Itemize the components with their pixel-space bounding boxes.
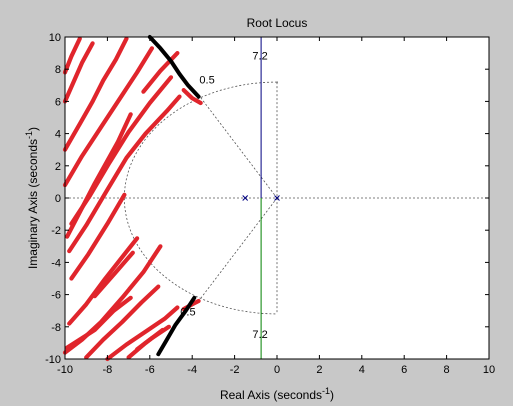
- y-axis-label-close: ): [26, 127, 40, 131]
- pole-stroke-b-0: [242, 195, 249, 201]
- y-tick-label-1: -8: [51, 322, 61, 334]
- x-axis-label: Real Axis (seconds-1): [220, 386, 334, 402]
- y-tick-label-2: -6: [51, 290, 61, 302]
- x-tick-label-10: 10: [483, 364, 495, 376]
- x-tick-label-3: -4: [187, 364, 197, 376]
- grid-annotation-1: 7.2: [252, 51, 267, 63]
- red-stroke-4: [62, 41, 95, 104]
- red-stroke-18: [64, 295, 133, 350]
- y-tick-label-0: -10: [45, 354, 61, 366]
- y-tick-label-7: 4: [55, 129, 61, 141]
- grid-annotation-2: 0.5: [180, 307, 195, 319]
- damping-line-upper: [200, 97, 278, 199]
- y-tick-label-10: 10: [49, 32, 61, 44]
- red-stroke-13: [105, 305, 180, 362]
- red-stroke-6: [69, 192, 127, 281]
- red-stroke-0: [62, 36, 129, 152]
- red-stroke-1: [62, 46, 154, 188]
- axis-ticks: -10 -8 -6 -4 -2 0 2 4 6 8 10 -10 -8 -6 -4 -2 0 2 4 6 8 10: [45, 32, 495, 376]
- pole-markers: [242, 195, 280, 201]
- x-tick-label-6: 2: [316, 364, 322, 376]
- x-tick-label-8: 6: [401, 364, 407, 376]
- black-stroke-1: [156, 295, 197, 357]
- red-stroke-11: [67, 236, 140, 326]
- y-tick-label-8: 6: [55, 96, 61, 108]
- y-tick-label-6: 2: [55, 161, 61, 173]
- y-tick-label-5: 0: [55, 193, 61, 205]
- pole-marker-1: [274, 195, 280, 201]
- x-axis-label-exponent: -1: [322, 386, 330, 396]
- red-stroke-5: [62, 36, 82, 75]
- y-tick-label-9: 8: [55, 64, 61, 76]
- x-tick-label-0: -10: [57, 364, 73, 376]
- red-stroke-15: [135, 324, 171, 352]
- red-stroke-8: [181, 87, 203, 106]
- x-tick-label-2: -6: [145, 364, 155, 376]
- grid-annotation-3: 7.2: [252, 329, 267, 341]
- chart-title: Root Locus: [247, 16, 308, 30]
- grid-annotations: 0.5 7.2 0.5 7.2: [180, 51, 267, 342]
- pole-stroke-b-1: [274, 195, 280, 201]
- grid-annotation-0: 0.5: [199, 75, 214, 87]
- damping-line-lower: [200, 197, 278, 299]
- y-tick-label-3: -4: [51, 257, 61, 269]
- red-stroke-12: [84, 284, 161, 360]
- x-tick-label-9: 8: [444, 364, 450, 376]
- y-axis-label: Imaginary Axis (seconds-1): [24, 127, 40, 269]
- black-stroke-0: [147, 35, 201, 99]
- x-tick-label-5: 0: [274, 364, 280, 376]
- red-stroke-9: [64, 112, 133, 239]
- x-tick-label-4: -2: [230, 364, 240, 376]
- y-axis-label-main: Imaginary Axis (seconds: [26, 139, 40, 269]
- y-tick-label-4: -2: [51, 225, 61, 237]
- x-axis-label-close: ): [330, 388, 334, 402]
- pole-marker-0: [242, 195, 249, 201]
- hand-drawn-strokes: [62, 35, 203, 362]
- red-stroke-3: [67, 94, 182, 254]
- x-axis-label-main: Real Axis (seconds: [220, 388, 322, 402]
- red-stroke-17: [92, 250, 135, 299]
- x-tick-label-7: 4: [359, 364, 365, 376]
- x-tick-label-1: -8: [103, 364, 113, 376]
- y-axis-label-exponent: -1: [24, 131, 34, 139]
